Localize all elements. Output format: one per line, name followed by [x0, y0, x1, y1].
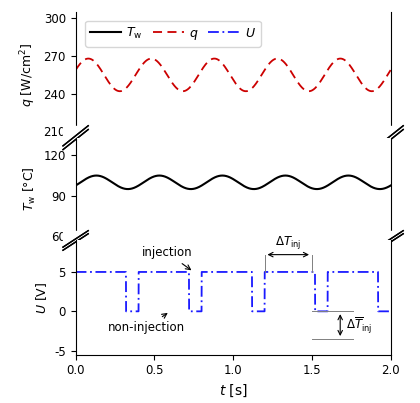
- Y-axis label: $U$ [V]: $U$ [V]: [34, 281, 49, 314]
- Bar: [378, 126, 403, 150]
- Text: injection: injection: [142, 246, 192, 270]
- Text: non-injection: non-injection: [108, 314, 185, 334]
- Text: $\Delta \overline{T}_\mathrm{inj}$: $\Delta \overline{T}_\mathrm{inj}$: [346, 315, 373, 334]
- Text: $\Delta T_\mathrm{inj}$: $\Delta T_\mathrm{inj}$: [275, 235, 301, 251]
- Bar: [63, 231, 88, 250]
- Y-axis label: $T_\mathrm{w}$ [°C]: $T_\mathrm{w}$ [°C]: [22, 167, 38, 212]
- X-axis label: $t$ [s]: $t$ [s]: [219, 383, 247, 399]
- Y-axis label: $q$ [W/cm$^2$]: $q$ [W/cm$^2$]: [18, 43, 38, 107]
- Bar: [378, 231, 403, 250]
- Legend: $T_\mathrm{w}$, $q$, $U$: $T_\mathrm{w}$, $q$, $U$: [85, 21, 260, 47]
- Bar: [63, 126, 88, 150]
